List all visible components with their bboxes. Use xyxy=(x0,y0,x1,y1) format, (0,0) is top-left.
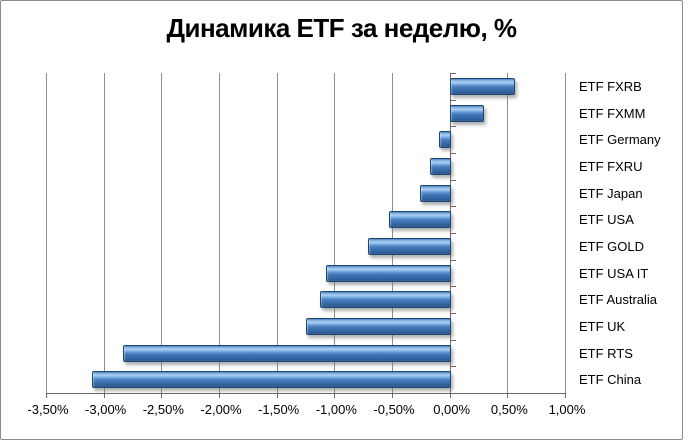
category-label: ETF Germany xyxy=(579,132,661,148)
x-tick-label: -3,50% xyxy=(27,402,69,417)
category-label: ETF FXMM xyxy=(579,105,646,121)
x-axis-tick xyxy=(507,393,509,398)
x-tick-label: 0,00% xyxy=(433,402,471,417)
x-tick-label: -0,50% xyxy=(373,402,415,417)
category-tick xyxy=(449,126,456,128)
x-tick-label: 0,50% xyxy=(490,402,528,417)
category-tick xyxy=(449,73,456,74)
category-tick xyxy=(449,206,456,208)
category-label: ETF FXRU xyxy=(579,158,643,174)
category-label: ETF China xyxy=(579,372,642,388)
x-axis-tick xyxy=(565,393,566,398)
gridline xyxy=(161,73,163,393)
bar-etf-china xyxy=(92,371,451,389)
category-tick xyxy=(449,153,456,154)
gridline xyxy=(219,73,220,393)
x-tick-label: -2,00% xyxy=(200,402,242,417)
category-label: ETF USA xyxy=(579,212,634,228)
gridline xyxy=(507,73,509,393)
x-tick-label: -1,50% xyxy=(258,402,300,417)
gridline xyxy=(565,73,566,393)
bar-etf-germany xyxy=(439,131,451,149)
category-tick xyxy=(449,99,456,101)
x-axis-tick xyxy=(334,393,336,398)
bar-etf-gold xyxy=(367,237,451,255)
x-axis-tick xyxy=(103,393,105,398)
category-tick xyxy=(449,393,456,394)
category-label: ETF Australia xyxy=(579,292,658,308)
category-label: ETF Japan xyxy=(579,185,643,201)
category-tick xyxy=(449,366,456,368)
bar-etf-uk xyxy=(305,317,451,335)
bar-etf-australia xyxy=(320,291,451,309)
bar-etf-usa xyxy=(388,211,451,229)
bar-etf-japan xyxy=(419,184,451,202)
category-tick xyxy=(449,233,456,234)
x-tick-label: -1,00% xyxy=(315,402,357,417)
bar-etf-fxmm xyxy=(449,104,485,122)
category-tick xyxy=(449,286,456,288)
x-tick-label: 1,00% xyxy=(548,402,586,417)
gridline xyxy=(392,73,393,393)
x-axis-tick xyxy=(449,393,451,398)
category-label: ETF USA IT xyxy=(579,265,649,281)
bar-etf-usa-it xyxy=(326,264,451,282)
category-tick xyxy=(449,179,456,181)
gridline xyxy=(276,73,278,393)
category-tick xyxy=(449,339,456,341)
category-label: ETF RTS xyxy=(579,345,633,361)
x-axis-tick xyxy=(219,393,220,398)
x-axis-tick xyxy=(46,393,47,398)
category-label: ETF UK xyxy=(579,318,626,334)
category-label: ETF GOLD xyxy=(579,238,645,254)
x-tick-label: -2,50% xyxy=(142,402,184,417)
bar-etf-fxru xyxy=(430,157,451,175)
x-axis-tick xyxy=(276,393,278,398)
chart-title: Динамика ETF за неделю, % xyxy=(166,13,517,43)
category-label: ETF FXRB xyxy=(579,78,642,94)
bar-etf-rts xyxy=(123,344,451,362)
gridline xyxy=(334,73,336,393)
category-tick xyxy=(449,259,456,261)
gridline xyxy=(103,73,105,393)
bar-etf-fxrb xyxy=(449,77,516,95)
gridline xyxy=(46,73,47,393)
x-axis-tick xyxy=(161,393,163,398)
category-tick xyxy=(449,313,456,314)
x-tick-label: -3,00% xyxy=(85,402,127,417)
x-axis-line xyxy=(46,393,565,394)
x-axis-tick xyxy=(392,393,393,398)
